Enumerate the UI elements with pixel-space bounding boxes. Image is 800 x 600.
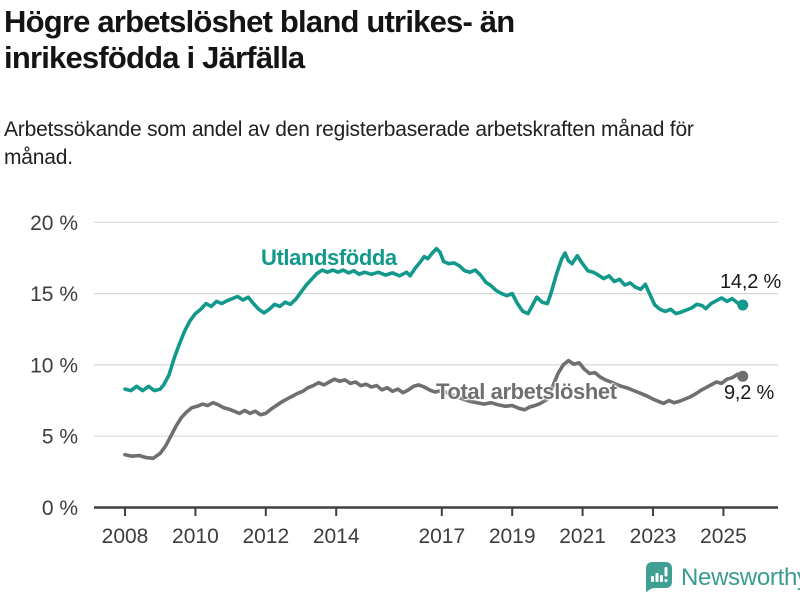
end-value-label-total: 9,2 % [724,382,775,404]
svg-text:2017: 2017 [418,525,465,548]
newsworthy-logo[interactable]: Newsworthy [645,561,800,594]
svg-text:5 %: 5 % [42,426,78,449]
svg-text:2014: 2014 [313,525,360,548]
svg-text:2019: 2019 [489,525,536,548]
svg-text:2010: 2010 [172,525,219,548]
end-value-label-utlandsfodda: 14,2 % [720,271,782,293]
svg-text:2025: 2025 [700,525,747,548]
brand-name: Newsworthy [681,563,800,591]
svg-text:0 %: 0 % [42,497,78,520]
svg-text:10 %: 10 % [30,354,78,377]
svg-text:2021: 2021 [559,525,606,548]
series-label-total-arbetsloshet: Total arbetslöshet [436,379,617,404]
series-label-utlandsfodda: Utlandsfödda [261,245,397,270]
svg-text:2008: 2008 [102,525,149,548]
chart-title: Högre arbetslöshet bland utrikes- än inr… [4,4,515,75]
chart-subtitle: Arbetssökande som andel av den registerb… [4,118,694,169]
svg-text:2023: 2023 [630,525,677,548]
svg-text:15 %: 15 % [30,283,78,306]
svg-text:2012: 2012 [242,525,289,548]
svg-text:20 %: 20 % [30,212,78,235]
bar-chart-bubble-icon [646,562,672,593]
